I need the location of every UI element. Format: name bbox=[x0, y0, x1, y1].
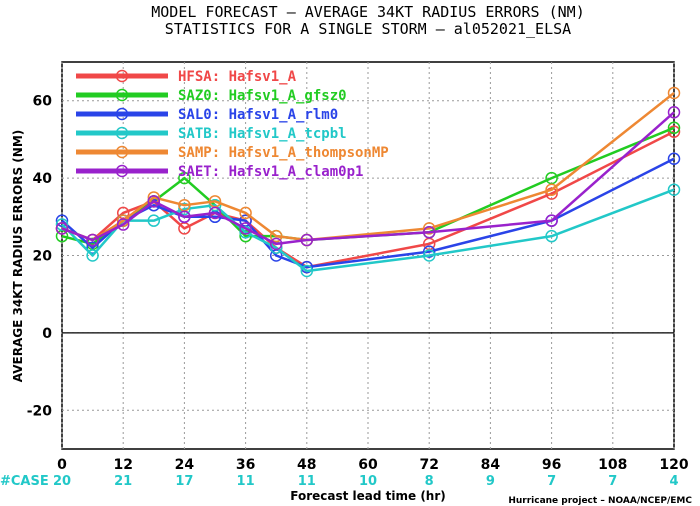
legend-marker bbox=[115, 69, 129, 83]
case-count: 11 bbox=[237, 474, 255, 489]
series-group bbox=[55, 121, 681, 251]
legend-label: SAL0: Hafsv1_A_rlm0 bbox=[178, 107, 338, 123]
data-point bbox=[300, 233, 314, 247]
series-group bbox=[55, 106, 681, 251]
data-point bbox=[116, 218, 130, 231]
x-tick-label: 12 bbox=[113, 457, 132, 473]
legend-entry: SAET: Hafsv1_A_clam0p1 bbox=[76, 164, 363, 180]
data-point bbox=[269, 229, 283, 243]
data-point bbox=[667, 86, 681, 100]
data-point bbox=[55, 218, 69, 231]
data-point bbox=[239, 206, 252, 220]
case-count: 11 bbox=[298, 474, 316, 489]
case-count: 7 bbox=[608, 474, 617, 489]
x-tick-label: 36 bbox=[236, 457, 255, 473]
data-point bbox=[422, 222, 436, 235]
chart-title: MODEL FORECAST – AVERAGE 34KT RADIUS ERR… bbox=[151, 3, 584, 21]
data-point bbox=[667, 152, 681, 165]
data-point bbox=[545, 187, 558, 200]
x-tick-label: 120 bbox=[659, 457, 688, 473]
y-tick-label: 40 bbox=[33, 171, 53, 187]
y-tick-label: 20 bbox=[33, 249, 53, 265]
legend-marker bbox=[115, 126, 129, 140]
legend-entry: SAZ0: Hafsv1_A_gfsz0 bbox=[76, 88, 347, 104]
legend-entry: HFSA: Hafsv1_A bbox=[76, 69, 297, 85]
data-point bbox=[178, 171, 191, 185]
x-tick-label: 24 bbox=[175, 457, 195, 473]
x-tick-label: 84 bbox=[481, 457, 501, 473]
data-point bbox=[86, 249, 99, 262]
x-tick-label: 60 bbox=[358, 457, 378, 473]
legend-marker bbox=[115, 164, 129, 178]
data-point bbox=[300, 264, 314, 278]
data-point bbox=[422, 249, 436, 262]
data-point bbox=[545, 183, 558, 196]
y-tick-label: 0 bbox=[42, 326, 52, 342]
x-axis-label: Forecast lead time (hr) bbox=[290, 489, 446, 503]
data-point bbox=[239, 222, 252, 235]
case-count: 10 bbox=[359, 474, 377, 489]
data-point bbox=[667, 183, 681, 196]
case-counts: 20 21 17 11 11 10 8 9 7 7 4 bbox=[53, 474, 679, 489]
case-count: 9 bbox=[486, 474, 495, 489]
legend-label: HFSA: Hafsv1_A bbox=[178, 69, 297, 85]
data-point bbox=[545, 214, 558, 227]
legend-entry: SAL0: Hafsv1_A_rlm0 bbox=[76, 107, 338, 123]
data-point bbox=[55, 222, 69, 235]
chart-subtitle: STATISTICS FOR A SINGLE STORM – al052021… bbox=[165, 20, 571, 38]
x-tick-label: 48 bbox=[297, 457, 316, 473]
data-point bbox=[147, 191, 161, 204]
data-point bbox=[86, 233, 99, 247]
legend-marker bbox=[115, 107, 129, 121]
case-count: 21 bbox=[114, 474, 132, 489]
legend-label: SAET: Hafsv1_A_clam0p1 bbox=[178, 164, 363, 180]
legend-label: SATB: Hafsv1_A_tcpbl bbox=[178, 126, 347, 142]
legend-marker bbox=[115, 145, 129, 159]
legend-label: SAMP: Hafsv1_A_thompsonMP bbox=[178, 145, 389, 161]
data-point bbox=[269, 237, 283, 251]
x-tick-label: 0 bbox=[57, 457, 67, 473]
case-count: 8 bbox=[425, 474, 434, 489]
y-axis-label: AVERAGE 34KT RADIUS ERRORS (NM) bbox=[11, 130, 25, 382]
cases-label: #CASE bbox=[0, 474, 49, 489]
credit-text: Hurricane project – NOAA/NCEP/EMC bbox=[508, 496, 692, 506]
data-point bbox=[545, 229, 558, 243]
series-layer bbox=[55, 86, 681, 278]
legend-label: SAZ0: Hafsv1_A_gfsz0 bbox=[178, 88, 347, 104]
case-count: 7 bbox=[547, 474, 556, 489]
data-point bbox=[667, 106, 681, 119]
data-point bbox=[147, 195, 161, 208]
legend: HFSA: Hafsv1_A SAZ0: Hafsv1_A_gfsz0 SAL0: … bbox=[76, 69, 389, 180]
data-point bbox=[667, 121, 681, 135]
x-tick-labels: 0 12 24 36 48 60 72 84 96 108 120 bbox=[57, 457, 689, 473]
y-tick-labels: -20 0 20 40 60 bbox=[27, 94, 53, 420]
x-tick-label: 96 bbox=[542, 457, 561, 473]
data-point bbox=[178, 202, 191, 216]
data-point bbox=[422, 245, 436, 258]
data-point bbox=[178, 210, 191, 224]
data-point bbox=[667, 125, 681, 138]
y-tick-label: -20 bbox=[27, 403, 53, 419]
legend-marker bbox=[115, 88, 129, 102]
legend-entry: SATB: Hafsv1_A_tcpbl bbox=[76, 126, 347, 142]
data-point bbox=[422, 226, 436, 239]
legend-entry: SAMP: Hafsv1_A_thompsonMP bbox=[76, 145, 389, 161]
data-point bbox=[208, 206, 222, 220]
x-tick-label: 72 bbox=[419, 457, 438, 473]
case-count: 20 bbox=[53, 474, 71, 489]
data-point bbox=[208, 198, 222, 212]
case-count: 17 bbox=[175, 474, 193, 489]
y-tick-label: 60 bbox=[33, 94, 53, 110]
case-count: 4 bbox=[669, 474, 678, 489]
x-tick-label: 108 bbox=[598, 457, 627, 473]
data-point bbox=[147, 214, 161, 227]
